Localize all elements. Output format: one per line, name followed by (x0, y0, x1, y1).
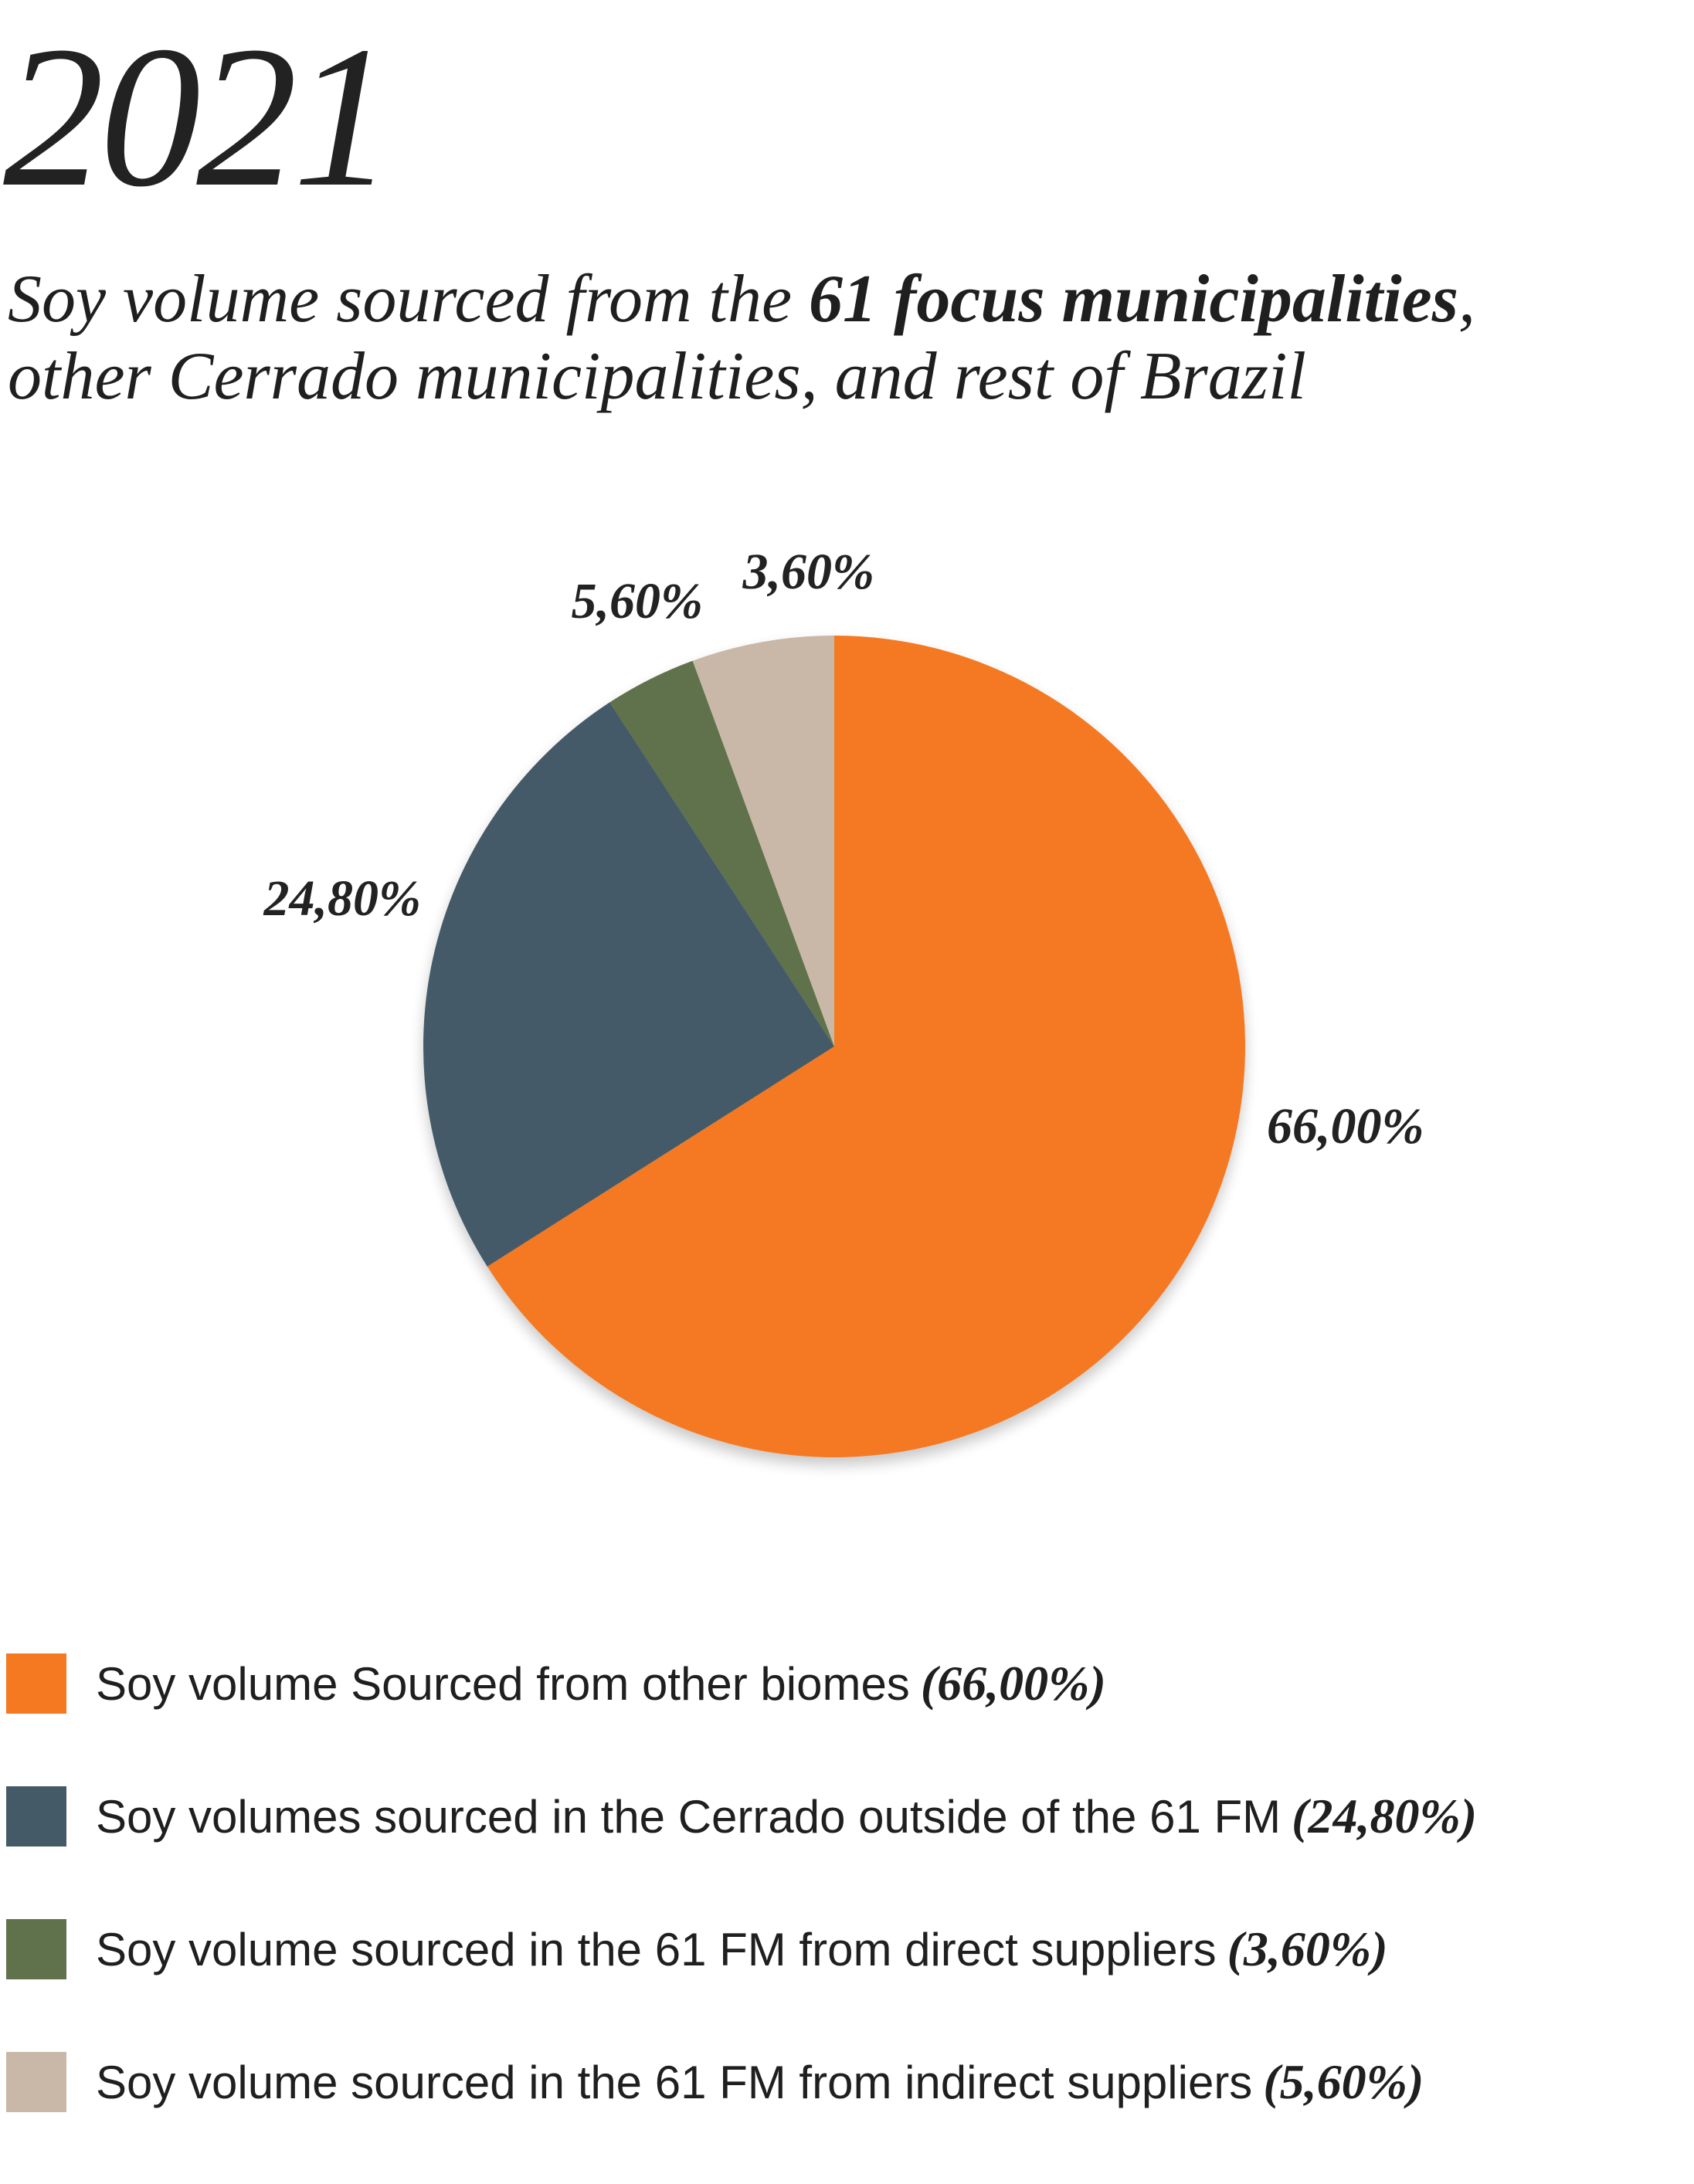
pie-slice-label: 5,60% (572, 573, 703, 629)
chart-legend: Soy volume Sourced from other biomes (66,… (6, 1653, 1690, 2184)
legend-swatch (6, 1786, 66, 1847)
subtitle-text-1: Soy volume sourced from the (8, 262, 810, 337)
legend-percentage: (3,60%) (1227, 1921, 1388, 1976)
pie-slice (609, 660, 834, 1046)
legend-label: Soy volumes sourced in the Cerrado outsi… (96, 1790, 1282, 1843)
legend-label: Soy volume sourced in the 61 FM from ind… (96, 2056, 1253, 2108)
pie-slice-label: 24,80% (263, 870, 421, 927)
pie-slice (487, 636, 1246, 1458)
legend-item: Soy volume sourced in the 61 FM from dir… (6, 1918, 1690, 1980)
subtitle-text-3: other Cerrado municipalities, and rest o… (8, 339, 1306, 414)
legend-item: Soy volume Sourced from other biomes (66,… (6, 1653, 1690, 1714)
legend-swatch (6, 2052, 66, 2112)
legend-percentage: (66,00%) (920, 1656, 1106, 1711)
chart-subtitle: Soy volume sourced from the 61 focus mun… (8, 261, 1669, 415)
pie-slice-labels: 66,00% 24,80% 3,60% 5,60% (263, 544, 1424, 1155)
chart-year-title: 2021 (3, 5, 394, 229)
legend-swatch (6, 1919, 66, 1979)
pie-slice (423, 702, 834, 1267)
subtitle-bold-text: 61 focus municipalities (809, 262, 1458, 337)
legend-item: Soy volumes sourced in the Cerrado outsi… (6, 1786, 1690, 1847)
legend-item: Soy volume sourced in the 61 FM from ind… (6, 2051, 1690, 2113)
pie-chart: 66,00% 24,80% 3,60% 5,60% (263, 544, 1424, 1458)
pie-slice (692, 636, 834, 1046)
legend-percentage: (5,60%) (1263, 2054, 1424, 2109)
pie-slices (423, 636, 1246, 1458)
legend-label: Soy volume sourced in the 61 FM from dir… (96, 1923, 1217, 1975)
pie-slice-label: 3,60% (742, 544, 874, 600)
legend-swatch (6, 1653, 66, 1714)
legend-label: Soy volume Sourced from other biomes (96, 1657, 910, 1710)
subtitle-text-2: , (1458, 262, 1475, 337)
pie-slice-label: 66,00% (1267, 1098, 1424, 1155)
legend-percentage: (24,80%) (1292, 1789, 1478, 1843)
